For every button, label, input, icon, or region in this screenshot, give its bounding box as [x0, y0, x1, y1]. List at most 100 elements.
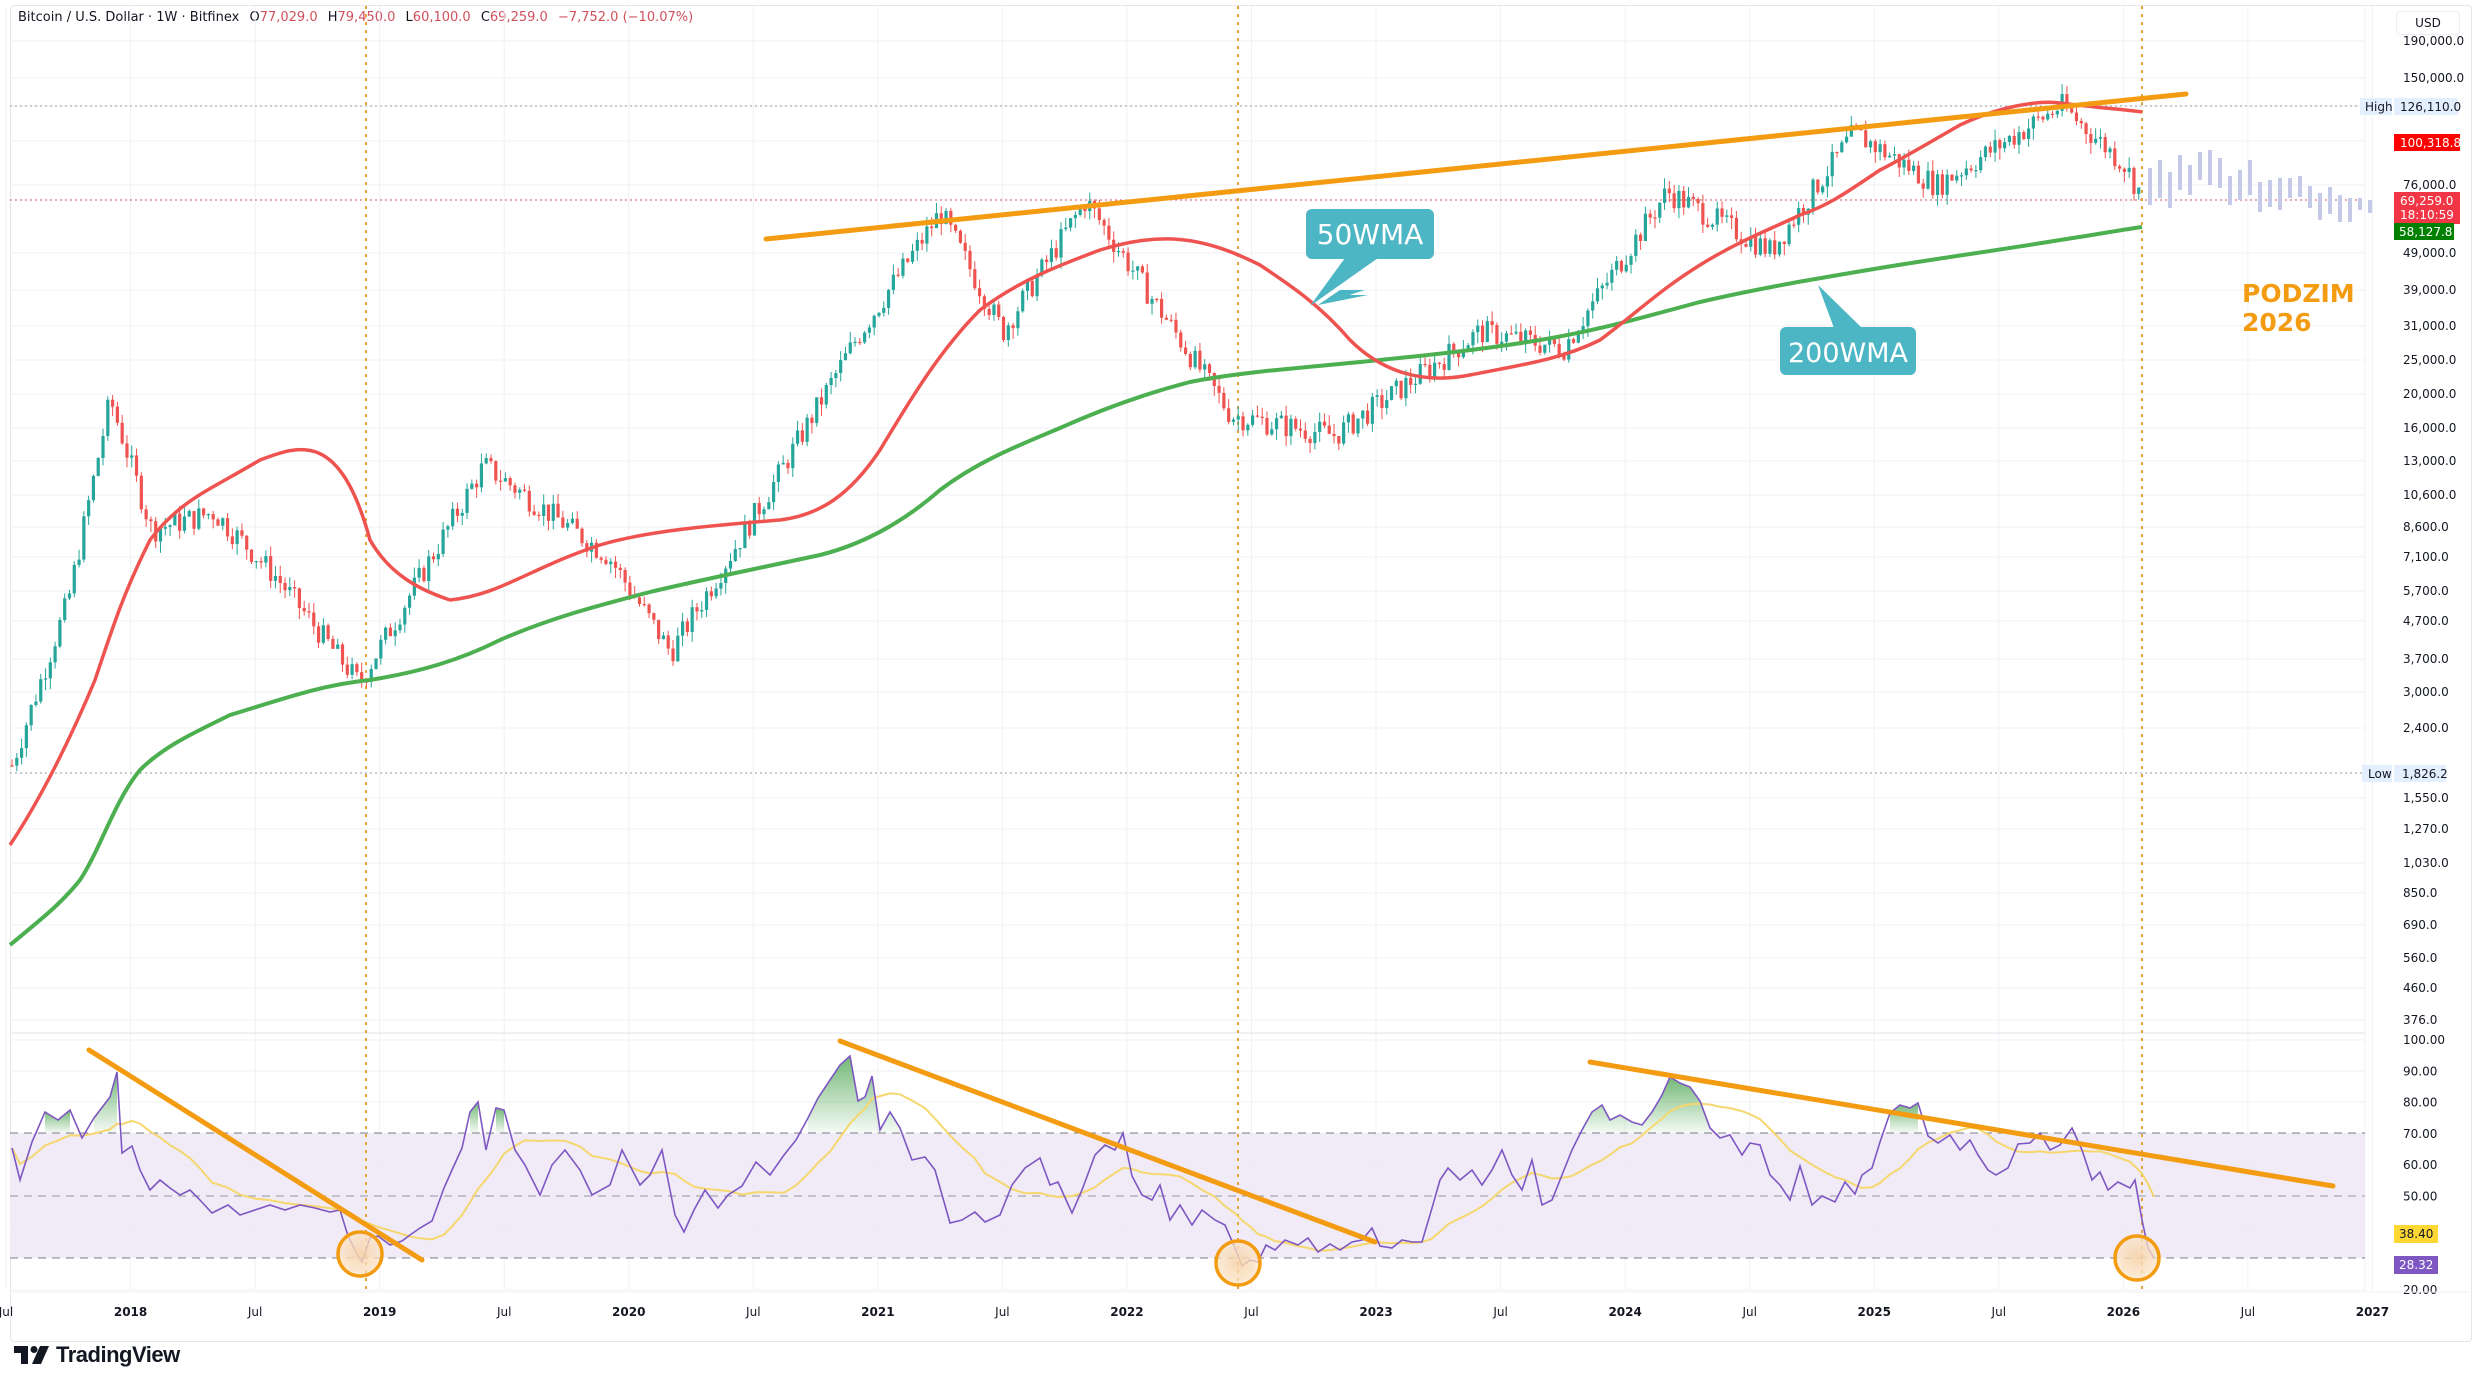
time-tick: Jul — [745, 1305, 760, 1319]
price-tick: 460.0 — [2403, 981, 2437, 995]
rsi-tick: 20.00 — [2403, 1283, 2437, 1297]
time-tick: 2018 — [114, 1305, 147, 1319]
resistance-trendline[interactable] — [763, 91, 2189, 242]
price-tick: 31,000.0 — [2403, 319, 2456, 333]
price-tick: 4,700.0 — [2403, 614, 2449, 628]
cycle-markers — [365, 6, 2143, 1290]
low-marker-value: 1,826.2 — [2402, 767, 2448, 781]
time-tick: Jul — [0, 1305, 13, 1319]
price-tick: 1,270.0 — [2403, 822, 2449, 836]
ma200-price-text: 58,127.8 — [2399, 225, 2452, 239]
time-tick: 2022 — [1110, 1305, 1143, 1319]
ma200-line — [8, 225, 2143, 947]
ma200-price-label: 58,127.8 — [2394, 223, 2454, 240]
last-price-text: 69,259.0 — [2400, 194, 2453, 208]
time-tick: Jul — [1991, 1305, 2006, 1319]
price-tick: 13,000.0 — [2403, 454, 2456, 468]
time-tick: Jul — [1492, 1305, 1507, 1319]
ma200-callout[interactable]: 200WMA — [1780, 285, 1916, 375]
price-tick: 10,600.0 — [2403, 488, 2456, 502]
time-tick: Jul — [994, 1305, 1009, 1319]
rsi-value: 28.32 — [2399, 1258, 2433, 1272]
rsi-trendlines[interactable] — [86, 1038, 2336, 1263]
bar-countdown-text: 18:10:59 — [2400, 208, 2454, 222]
currency-button[interactable]: USD — [2396, 11, 2460, 35]
rsi-tick: 50.00 — [2403, 1189, 2437, 1203]
price-tick: 3,000.0 — [2403, 685, 2449, 699]
forecast-label-line2: 2026 — [2242, 308, 2312, 337]
price-tick: 49,000.0 — [2403, 246, 2456, 260]
rsi-axis[interactable]: 100.00 90.00 80.00 70.00 60.00 50.00 20.00 — [2403, 1033, 2445, 1297]
grid-lines — [5, 6, 2373, 1291]
price-tick: 1,030.0 — [2403, 856, 2449, 870]
price-tick: 560.0 — [2403, 951, 2437, 965]
price-tick: 76,000.0 — [2403, 178, 2456, 192]
open-label: O — [249, 10, 260, 25]
low-marker-label: Low — [2368, 767, 2392, 781]
time-tick: 2027 — [2356, 1305, 2389, 1319]
chart-frame — [10, 5, 2472, 1342]
price-tick: 850.0 — [2403, 886, 2437, 900]
time-tick: Jul — [2240, 1305, 2255, 1319]
time-tick: 2021 — [861, 1305, 894, 1319]
rsi-line — [11, 1054, 2155, 1268]
rsi-ma-label: 38.40 — [2394, 1225, 2438, 1243]
high-label: H — [327, 10, 338, 25]
tradingview-logo-text: TradingView — [56, 1342, 180, 1367]
low-label: L — [405, 10, 413, 25]
high-marker-label: High — [2365, 100, 2393, 114]
tradingview-logo[interactable]: TradingView — [14, 1342, 180, 1368]
tradingview-logo-icon — [14, 1346, 49, 1364]
ma50-callout-text: 50WMA — [1317, 218, 1424, 251]
price-tick: 150,000.0 — [2403, 71, 2464, 85]
price-tick: 1,550.0 — [2403, 791, 2449, 805]
high-value: 79,450.0 — [337, 10, 396, 25]
forecast-label-line1: PODZIM — [2242, 279, 2355, 308]
time-tick: Jul — [1741, 1305, 1756, 1319]
price-candles — [10, 84, 2141, 772]
ma50-line — [8, 100, 2143, 846]
ma50-price-label: 100,318.8 — [2394, 134, 2461, 151]
close-label: C — [480, 10, 490, 25]
time-tick: Jul — [247, 1305, 262, 1319]
price-tick: 39,000.0 — [2403, 283, 2456, 297]
price-tick: 690.0 — [2403, 918, 2437, 932]
price-tick: 16,000.0 — [2403, 421, 2456, 435]
price-tick: 376.0 — [2403, 1013, 2437, 1027]
time-tick: 2019 — [363, 1305, 396, 1319]
time-tick: 2024 — [1608, 1305, 1641, 1319]
time-tick: Jul — [1243, 1305, 1258, 1319]
price-tick: 5,700.0 — [2403, 584, 2449, 598]
low-marker: Low 1,826.2 — [2362, 765, 2448, 782]
ma200-callout-text: 200WMA — [1788, 338, 1909, 369]
rsi-tick: 60.00 — [2403, 1158, 2437, 1172]
low-value: 60,100.0 — [412, 10, 471, 25]
last-price-label: 69,259.0 18:10:59 — [2394, 192, 2460, 224]
high-marker: High 126,110.0 — [2360, 98, 2461, 115]
time-tick: 2023 — [1359, 1305, 1392, 1319]
price-tick: 3,700.0 — [2403, 652, 2449, 666]
open-value: 77,029.0 — [259, 10, 318, 25]
rsi-tick: 90.00 — [2403, 1064, 2437, 1078]
rsi-ma-value: 38.40 — [2399, 1227, 2433, 1241]
projection-bars — [2148, 150, 2372, 222]
ma50-callout[interactable]: 50WMA — [1306, 209, 1434, 306]
rsi-tick: 80.00 — [2403, 1096, 2437, 1110]
symbol-title[interactable]: Bitcoin / U.S. Dollar · 1W · Bitfinex — [18, 10, 240, 25]
price-tick: 2,400.0 — [2403, 721, 2449, 735]
time-tick: 2025 — [1858, 1305, 1891, 1319]
rsi-ma-line — [11, 1092, 2155, 1252]
price-tick: 8,600.0 — [2403, 520, 2449, 534]
time-tick: 2026 — [2107, 1305, 2140, 1319]
oversold-circles[interactable] — [336, 1230, 2161, 1287]
time-tick: Jul — [496, 1305, 511, 1319]
time-axis[interactable]: Jul 2018 Jul 2019 Jul 2020 Jul 2021 Jul 2022 Jul 20… — [0, 1305, 2389, 1319]
high-marker-value: 126,110.0 — [2400, 100, 2461, 114]
rsi-tick: 70.00 — [2403, 1127, 2437, 1141]
time-tick: 2020 — [612, 1305, 645, 1319]
rsi-value-label: 28.32 — [2394, 1256, 2438, 1274]
price-axis[interactable]: 190,000.0 150,000.0 76,000.0 49,000.0 39,000… — [2403, 34, 2464, 1027]
change-value: −7,752.0 (−10.07%) — [557, 10, 694, 25]
price-tick: 20,000.0 — [2403, 387, 2456, 401]
